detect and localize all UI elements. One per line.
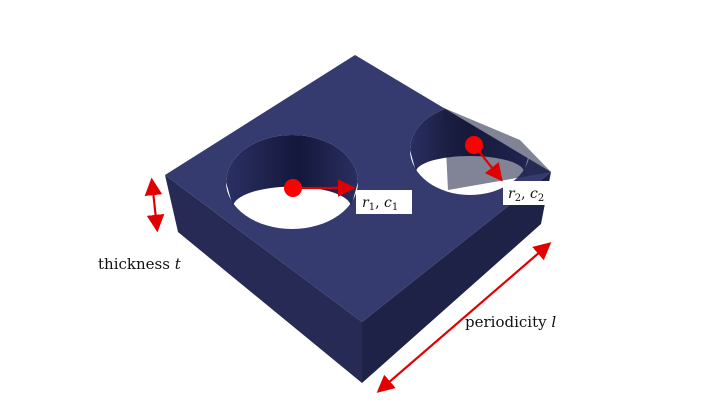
hole-2-center-dot xyxy=(465,136,483,154)
hole-1-center-dot xyxy=(284,179,302,197)
thickness-label: thickness t xyxy=(98,255,182,273)
hole-2-label: r2, c2 xyxy=(508,186,544,204)
periodicity-label: periodicity l xyxy=(465,313,556,331)
periodicity-arrow xyxy=(376,242,552,393)
hole-2-cut-face xyxy=(444,108,551,190)
block-left-face xyxy=(165,175,362,383)
hole-2-label-box xyxy=(503,181,555,205)
hole-1-label: r1, c1 xyxy=(362,195,398,213)
thickness-arrow xyxy=(144,177,165,233)
hole-1-label-box xyxy=(356,190,412,214)
